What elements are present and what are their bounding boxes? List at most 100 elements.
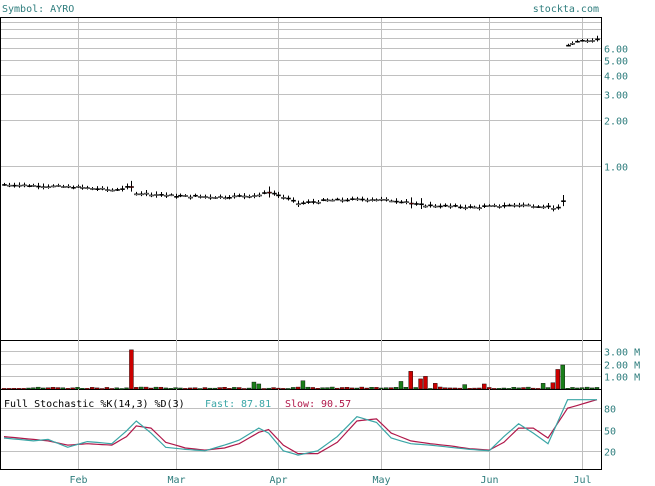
- volume-bar: [325, 387, 330, 390]
- volume-bar: [256, 383, 262, 390]
- volume-bar: [516, 387, 521, 390]
- price-candle: [120, 188, 125, 190]
- x-tick-label: May: [372, 475, 390, 486]
- volume-bar: [433, 383, 438, 390]
- price-candle: [232, 195, 237, 198]
- volume-bar: [276, 387, 281, 390]
- price-candle: [139, 193, 144, 196]
- volume-bar: [80, 387, 85, 390]
- volume-bar: [237, 387, 242, 390]
- volume-bar: [202, 387, 208, 390]
- price-candle: [110, 189, 115, 192]
- volume-bar: [286, 388, 291, 390]
- price-candle: [115, 189, 120, 191]
- price-candle: [149, 194, 154, 197]
- price-candle: [208, 196, 213, 199]
- volume-bar: [584, 386, 590, 390]
- price-candle: [46, 186, 51, 188]
- price-candle: [198, 196, 203, 198]
- volume-bar: [560, 364, 565, 390]
- price-candle: [188, 196, 193, 199]
- volume-bar: [482, 383, 487, 390]
- price-candle: [51, 185, 56, 188]
- volume-bar: [540, 383, 546, 390]
- volume-bar: [531, 387, 536, 390]
- volume-bar: [359, 386, 364, 390]
- volume-bar: [467, 388, 472, 390]
- price-candle: [453, 205, 458, 207]
- price-candle: [443, 204, 448, 207]
- price-candle: [365, 199, 370, 202]
- price-candle: [218, 196, 223, 198]
- volume-bar: [496, 388, 502, 390]
- volume-bar: [183, 388, 188, 390]
- price-candle: [340, 199, 345, 202]
- volume-bar: [1, 388, 7, 390]
- volume-bar: [491, 388, 497, 390]
- volume-bar: [545, 387, 551, 390]
- price-candle: [595, 38, 600, 41]
- volume-bar: [192, 387, 198, 390]
- price-panel: [0, 17, 602, 341]
- volume-bar: [75, 387, 80, 390]
- price-candle: [100, 187, 105, 190]
- volume-bar: [403, 387, 409, 390]
- price-candle: [531, 206, 536, 208]
- price-candle: [154, 194, 159, 196]
- price-candle: [590, 40, 595, 42]
- price-candle: [458, 206, 463, 209]
- price-candle: [561, 200, 566, 202]
- volume-bar: [521, 387, 526, 390]
- volume-tick-label: 1.00 M: [604, 373, 640, 384]
- price-candle: [394, 200, 399, 203]
- price-candle: [325, 199, 330, 202]
- stochastic-series: [3, 399, 598, 456]
- price-candle: [17, 184, 22, 187]
- price-candle: [27, 185, 32, 187]
- price-candle: [379, 198, 384, 201]
- volume-bar: [320, 387, 325, 390]
- volume-bar: [555, 369, 560, 390]
- volume-bar: [388, 387, 394, 390]
- price-tick-label: 6.00: [604, 45, 628, 56]
- price-candle: [448, 205, 453, 208]
- volume-bar: [281, 388, 286, 390]
- price-candle: [350, 198, 355, 200]
- price-candle: [374, 199, 379, 202]
- price-candle: [311, 201, 316, 203]
- price-candle: [178, 194, 183, 197]
- volume-bar: [173, 387, 178, 390]
- price-candle: [56, 185, 61, 187]
- price-candle: [76, 186, 81, 188]
- price-candle: [517, 204, 522, 207]
- volume-bar: [41, 387, 46, 390]
- price-candle: [22, 184, 27, 187]
- price-candle: [159, 194, 164, 196]
- volume-bar: [457, 387, 462, 390]
- price-candle: [497, 206, 502, 208]
- volume-bar: [418, 378, 423, 390]
- price-candle: [316, 201, 321, 204]
- price-candle: [66, 185, 71, 188]
- price-candle: [144, 192, 149, 195]
- volume-bar: [511, 387, 516, 390]
- volume-bar: [153, 386, 159, 390]
- price-candle: [492, 205, 497, 207]
- price-candle: [526, 204, 531, 207]
- price-candle: [90, 188, 95, 190]
- price-candle: [389, 200, 394, 203]
- volume-bar: [369, 387, 374, 390]
- volume-bar: [550, 382, 556, 390]
- volume-bar: [349, 387, 355, 390]
- volume-bar: [163, 387, 168, 390]
- volume-bar: [535, 388, 541, 390]
- price-candle: [399, 201, 404, 204]
- price-tick-label: 2.00: [604, 117, 628, 128]
- volume-bar: [139, 386, 144, 390]
- price-tick-label: 1.00: [604, 163, 628, 174]
- volume-bar: [423, 376, 428, 390]
- volume-bar: [575, 387, 580, 390]
- price-candle: [267, 191, 272, 194]
- price-candle: [360, 198, 365, 201]
- x-tick-label: Jun: [480, 475, 498, 486]
